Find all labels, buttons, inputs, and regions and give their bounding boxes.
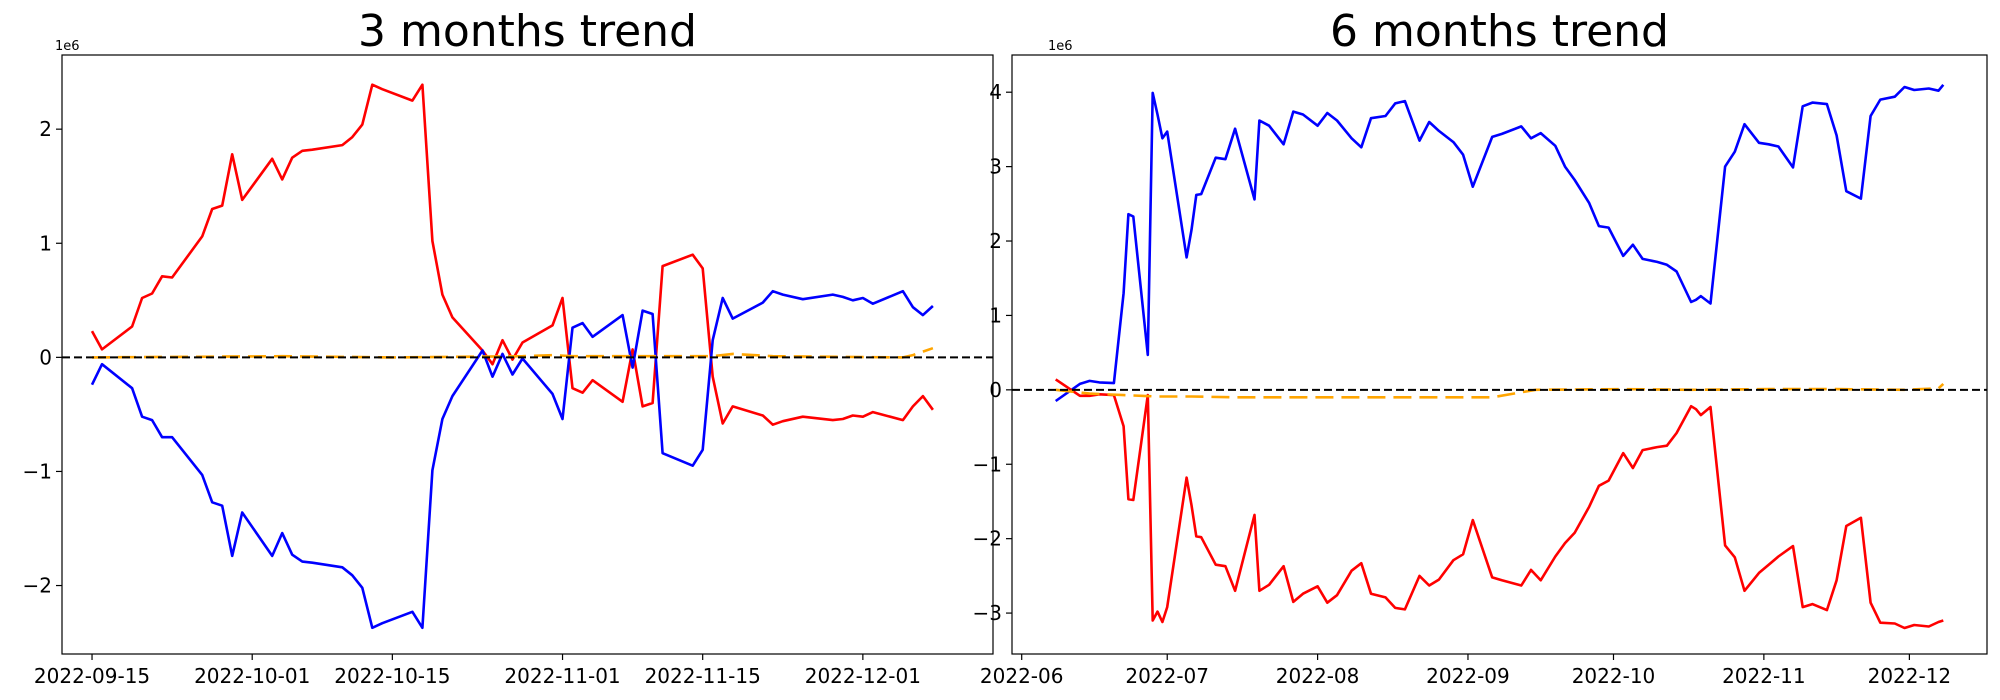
series-line-1 xyxy=(1054,378,1944,630)
x-tick-label: 2022-07 xyxy=(1125,664,1209,688)
plot-area xyxy=(62,83,993,630)
x-tick-label: 2022-10-01 xyxy=(194,664,310,688)
y-tick-label: −2 xyxy=(973,527,1002,551)
chart-title: 6 months trend xyxy=(1330,6,1669,57)
y-offset-label: 1e6 xyxy=(55,39,80,54)
series-line-0 xyxy=(90,83,934,427)
chart-title: 3 months trend xyxy=(358,6,697,57)
y-tick-label: 3 xyxy=(989,155,1002,179)
x-tick-label: 2022-08 xyxy=(1276,664,1360,688)
x-tick-label: 2022-11-15 xyxy=(645,664,761,688)
chart-panel-3-months: 3 months trend 1e6 −2 −1 0 1 2 2022-09-15 2022… xyxy=(23,6,994,688)
x-tick-label: 2022-09-15 xyxy=(34,664,150,688)
y-tick-label: −1 xyxy=(23,459,52,483)
x-tick-label: 2022-10 xyxy=(1572,664,1656,688)
x-tick-label: 2022-09 xyxy=(1426,664,1510,688)
y-tick-label: 2 xyxy=(39,117,52,141)
x-tick-label: 2022-11-01 xyxy=(504,664,620,688)
series-line-2 xyxy=(1055,382,1945,399)
y-tick-label: 4 xyxy=(989,80,1002,104)
chart-panel-6-months: 6 months trend 1e6 −3 −2 −1 0 1 2 3 4 2022-06 202… xyxy=(973,6,1988,688)
x-tick-label: 2022-12-01 xyxy=(805,664,921,688)
series-line-1 xyxy=(90,289,934,630)
y-tick-label: 0 xyxy=(989,378,1002,402)
x-tick-label: 2022-11 xyxy=(1722,664,1806,688)
plot-area xyxy=(1012,83,1987,630)
y-tick-label: −3 xyxy=(973,601,1002,625)
y-tick-label: 1 xyxy=(989,303,1002,327)
y-tick-label: −2 xyxy=(23,574,52,598)
y-tick-label: 1 xyxy=(39,231,52,255)
y-offset-label: 1e6 xyxy=(1048,39,1073,54)
plot-frame xyxy=(61,54,994,655)
series-line-2 xyxy=(91,346,934,359)
y-tick-label: 0 xyxy=(39,345,52,369)
x-tick-label: 2022-12 xyxy=(1868,664,1952,688)
x-tick-label: 2022-06 xyxy=(980,664,1064,688)
y-tick-label: −1 xyxy=(973,452,1002,476)
y-tick-label: 2 xyxy=(989,229,1002,253)
plot-frame xyxy=(1011,54,1988,655)
series-line-0 xyxy=(1054,83,1945,403)
x-tick-label: 2022-10-15 xyxy=(334,664,450,688)
